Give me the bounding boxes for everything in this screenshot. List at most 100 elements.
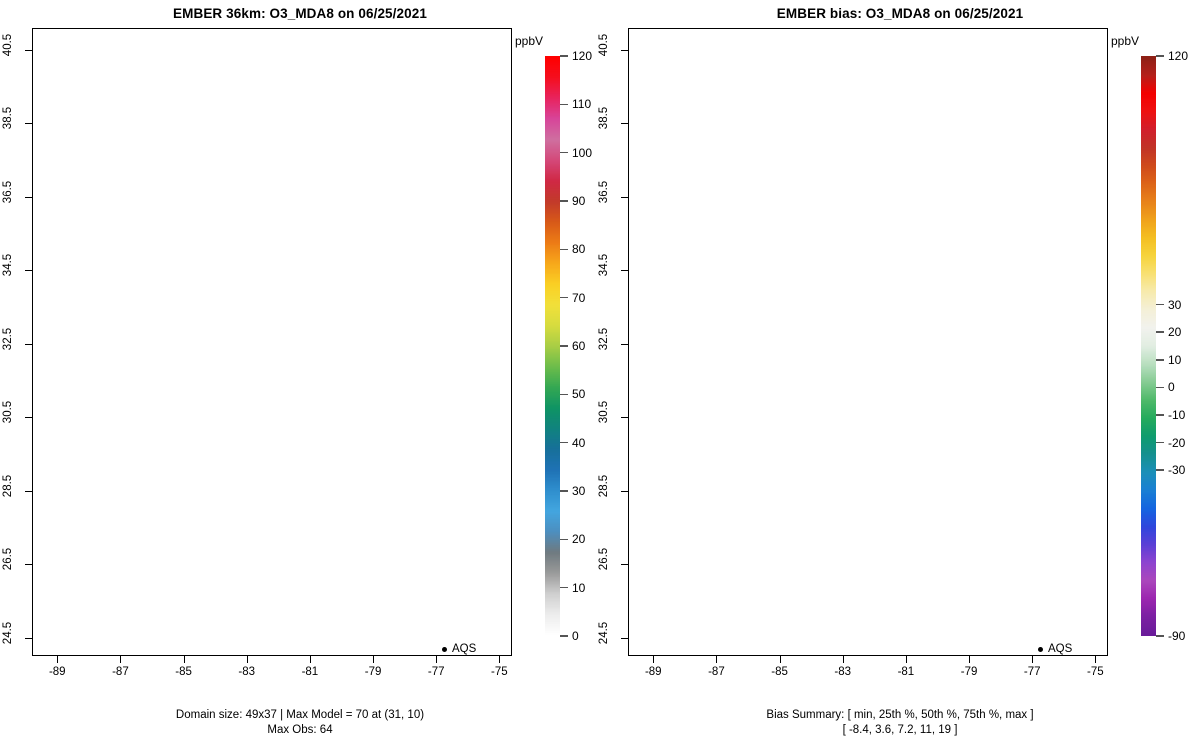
y-axis-label: 40.5 xyxy=(598,33,610,57)
colorbar-tick-label: 60 xyxy=(572,339,586,353)
panel-model: EMBER 36km: O3_MDA8 on 06/25/2021 AQS Do… xyxy=(0,6,600,738)
x-axis-label: -75 xyxy=(1087,666,1104,678)
colorbar-tick-label: 70 xyxy=(572,290,586,305)
x-axis-tick xyxy=(309,656,311,663)
colorbar-tick xyxy=(1156,55,1164,57)
bias-aqs-legend: AQS xyxy=(1038,643,1072,655)
y-axis-tick xyxy=(25,196,32,198)
x-axis-tick xyxy=(436,656,438,663)
colorbar-tick xyxy=(1156,414,1164,416)
x-axis-label: -83 xyxy=(834,666,852,678)
y-axis-label: 26.5 xyxy=(598,547,610,571)
model-aqs-legend: AQS xyxy=(442,643,476,655)
x-axis-tick xyxy=(842,656,844,663)
y-axis-label: 30.5 xyxy=(598,401,610,424)
x-axis-tick xyxy=(120,656,122,663)
aqs-legend-label: AQS xyxy=(1048,643,1073,655)
x-axis-tick xyxy=(373,656,375,663)
y-axis-label: 36.5 xyxy=(598,180,610,204)
x-axis-label: -89 xyxy=(644,666,662,678)
model-colorbar-gradient xyxy=(545,56,560,636)
bias-footer-line-2: [ -8.4, 3.6, 7.2, 11, 19 ] xyxy=(842,724,958,736)
y-axis-label: 24.5 xyxy=(2,621,14,644)
y-axis-tick xyxy=(621,196,628,198)
colorbar-tick xyxy=(560,296,568,299)
y-axis-tick xyxy=(25,490,32,492)
y-axis-tick xyxy=(621,417,628,419)
y-axis-label: 24.5 xyxy=(598,621,610,644)
colorbar-tick xyxy=(560,393,568,396)
y-axis-tick xyxy=(25,343,32,345)
colorbar-tick xyxy=(1156,331,1164,333)
x-axis-tick xyxy=(779,656,781,663)
x-axis-tick xyxy=(183,656,185,663)
colorbar-tick-label: -90 xyxy=(1168,629,1186,643)
model-ozone-raster xyxy=(33,51,511,655)
colorbar-tick xyxy=(1156,359,1164,361)
colorbar-tick-label: 0 xyxy=(572,629,579,643)
x-axis-tick xyxy=(653,656,655,663)
x-axis-label: -85 xyxy=(175,666,192,678)
colorbar-tick-label: 20 xyxy=(1168,325,1182,340)
aqs-marker-icon xyxy=(1038,646,1043,652)
colorbar-tick xyxy=(1156,386,1164,389)
y-axis-label: 26.5 xyxy=(2,547,14,571)
x-axis-label: -87 xyxy=(708,666,725,678)
model-plot-box xyxy=(32,28,512,656)
y-axis-tick xyxy=(621,270,628,272)
panel-model-title: EMBER 36km: O3_MDA8 on 06/25/2021 xyxy=(173,6,427,21)
model-footer-line-2: Max Obs: 64 xyxy=(267,724,333,736)
bias-colorbar-title: ppbV xyxy=(1110,34,1140,48)
x-axis-label: -75 xyxy=(491,666,508,678)
x-axis-label: -83 xyxy=(238,666,256,678)
x-axis-label: -85 xyxy=(771,666,788,678)
panel-bias: EMBER bias: O3_MDA8 on 06/25/2021 AQS Bi… xyxy=(598,0,1200,750)
colorbar-tick-label: -10 xyxy=(1168,408,1186,423)
y-axis-label: 32.5 xyxy=(2,327,14,351)
colorbar-tick-label: 110 xyxy=(572,97,592,112)
y-axis-label: 32.5 xyxy=(598,327,610,351)
colorbar-tick xyxy=(1156,441,1164,444)
model-footer-line-1: Domain size: 49x37 | Max Model = 70 at (… xyxy=(175,709,425,721)
y-axis-label: 34.5 xyxy=(2,254,14,277)
colorbar-tick xyxy=(560,200,568,202)
y-axis-tick xyxy=(621,490,628,492)
colorbar-tick-label: 120 xyxy=(1168,49,1189,63)
y-axis-label: 34.5 xyxy=(598,254,610,277)
colorbar-tick xyxy=(560,441,568,444)
colorbar-tick-label: -30 xyxy=(1168,463,1186,478)
colorbar-tick-label: 30 xyxy=(572,484,586,498)
colorbar-tick xyxy=(560,345,568,347)
y-axis-label: 36.5 xyxy=(2,180,14,204)
bias-footer: Bias Summary: [ min, 25th %, 50th %, 75t… xyxy=(600,708,1200,738)
y-axis-tick xyxy=(621,50,628,52)
y-axis-tick xyxy=(25,50,32,52)
x-axis-tick xyxy=(716,656,718,663)
y-axis-tick xyxy=(25,417,32,419)
colorbar-tick xyxy=(560,635,568,637)
colorbar-tick xyxy=(560,586,568,589)
colorbar-tick-label: 100 xyxy=(572,145,593,160)
bias-footer-line-1: Bias Summary: [ min, 25th %, 50th %, 75t… xyxy=(766,709,1034,721)
y-axis-label: 40.5 xyxy=(2,33,14,57)
colorbar-tick-label: 90 xyxy=(572,194,586,208)
bias-plot-box xyxy=(628,28,1108,656)
model-aqs-stations xyxy=(33,29,511,655)
colorbar-tick-label: 10 xyxy=(572,580,586,595)
colorbar-tick xyxy=(560,538,568,541)
x-axis-label: -81 xyxy=(301,666,319,678)
y-axis-tick xyxy=(25,123,32,125)
colorbar-tick xyxy=(1156,303,1164,306)
x-axis-tick xyxy=(905,656,907,663)
panel-bias-title: EMBER bias: O3_MDA8 on 06/25/2021 xyxy=(776,6,1024,21)
model-footer: Domain size: 49x37 | Max Model = 70 at (… xyxy=(0,708,600,738)
colorbar-tick-label: 80 xyxy=(572,242,586,257)
x-axis-tick xyxy=(1032,656,1034,663)
y-axis-tick xyxy=(621,123,628,125)
model-colorbar-title: ppbV xyxy=(514,34,544,48)
x-axis-tick xyxy=(246,656,248,663)
y-axis-label: 28.5 xyxy=(598,474,610,497)
aqs-legend-label: AQS xyxy=(452,643,477,655)
colorbar-tick-label: 0 xyxy=(1168,380,1175,395)
